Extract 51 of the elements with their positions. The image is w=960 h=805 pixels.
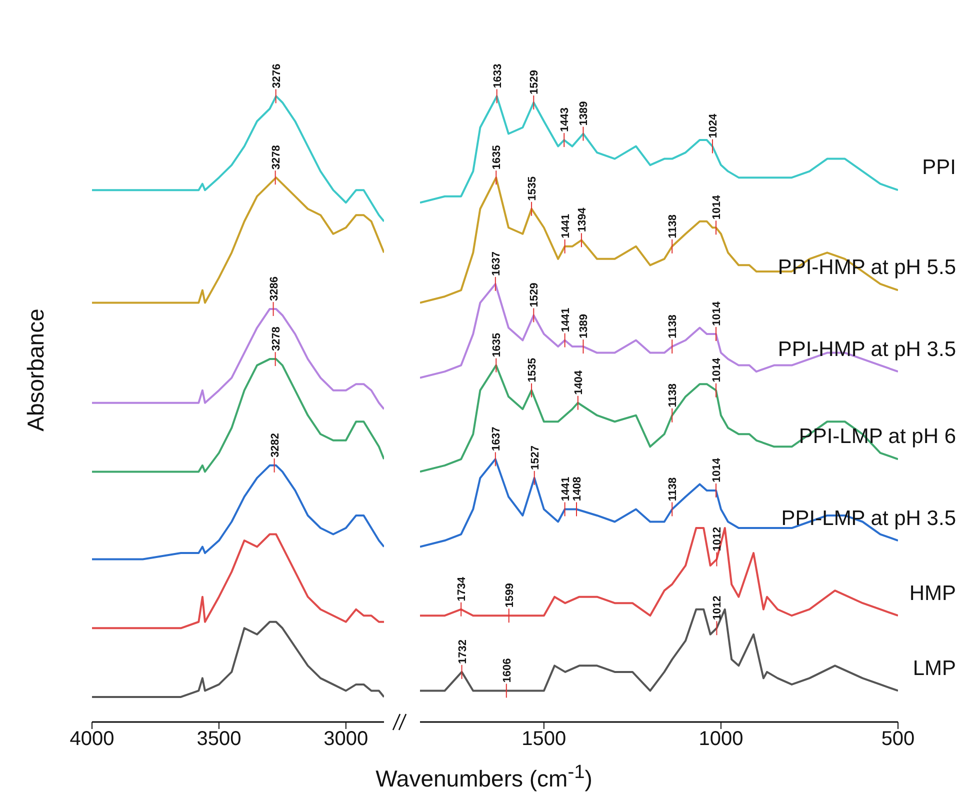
annotation: 3286: [268, 276, 280, 301]
annotation: 3282: [269, 432, 282, 458]
annotation: 1404: [572, 370, 585, 395]
x-tick-label: 3500: [196, 728, 242, 750]
x-tick-label: 1500: [522, 728, 566, 750]
series-label: PPI-HMP at pH 3.5: [778, 338, 956, 362]
annotation: 1012: [712, 596, 724, 620]
annotation: 1529: [528, 70, 541, 94]
annotation: 3276: [270, 64, 283, 88]
annotation: 1441: [560, 214, 572, 238]
x-tick-label: 500: [881, 728, 915, 750]
annotation: 1014: [711, 194, 724, 220]
annotation: 1535: [526, 358, 539, 382]
annotation: 1635: [491, 332, 504, 358]
annotation: 1441: [560, 476, 572, 502]
x-tick-label: 1000: [698, 728, 744, 750]
x-tick-label: 3000: [324, 728, 368, 750]
annotation: 1599: [504, 583, 516, 608]
annotation: 1527: [529, 445, 542, 470]
annotation: 1014: [711, 300, 724, 326]
annotation: 1529: [528, 282, 541, 308]
x-tick-label: 4000: [70, 728, 114, 750]
annotation: 1138: [667, 383, 680, 408]
series-label: PPI: [922, 156, 956, 180]
annotation: 1024: [707, 112, 720, 138]
annotation: 1408: [572, 476, 584, 502]
annotation: 1637: [490, 251, 502, 276]
annotation: 1014: [711, 457, 724, 482]
y-axis-title: Absorbance: [22, 308, 50, 432]
annotation: 1138: [667, 314, 680, 339]
annotation: 1389: [578, 101, 590, 126]
annotation: 1014: [711, 356, 724, 382]
annotation: 1637: [490, 426, 502, 452]
annotation: 1734: [456, 576, 468, 602]
annotation: 1732: [456, 639, 469, 664]
annotation: 1138: [667, 477, 680, 502]
series-label: HMP: [909, 582, 956, 606]
annotation: 1635: [491, 145, 504, 170]
annotation: 1012: [712, 526, 724, 552]
annotation: 1535: [526, 176, 539, 201]
annotation: 3278: [270, 326, 282, 352]
annotation: 1633: [492, 64, 504, 88]
annotation: 1138: [667, 214, 680, 238]
annotation: 1606: [501, 658, 514, 683]
annotation: 1394: [576, 206, 588, 232]
annotation: 1443: [559, 108, 572, 132]
annotation: 3278: [270, 145, 282, 170]
series-label: LMP: [912, 656, 956, 681]
x-axis-title: Wavenumbers (cm$^{-1}$): [374, 762, 594, 793]
annotation: 1441: [560, 308, 572, 332]
annotation: 1389: [578, 314, 590, 339]
